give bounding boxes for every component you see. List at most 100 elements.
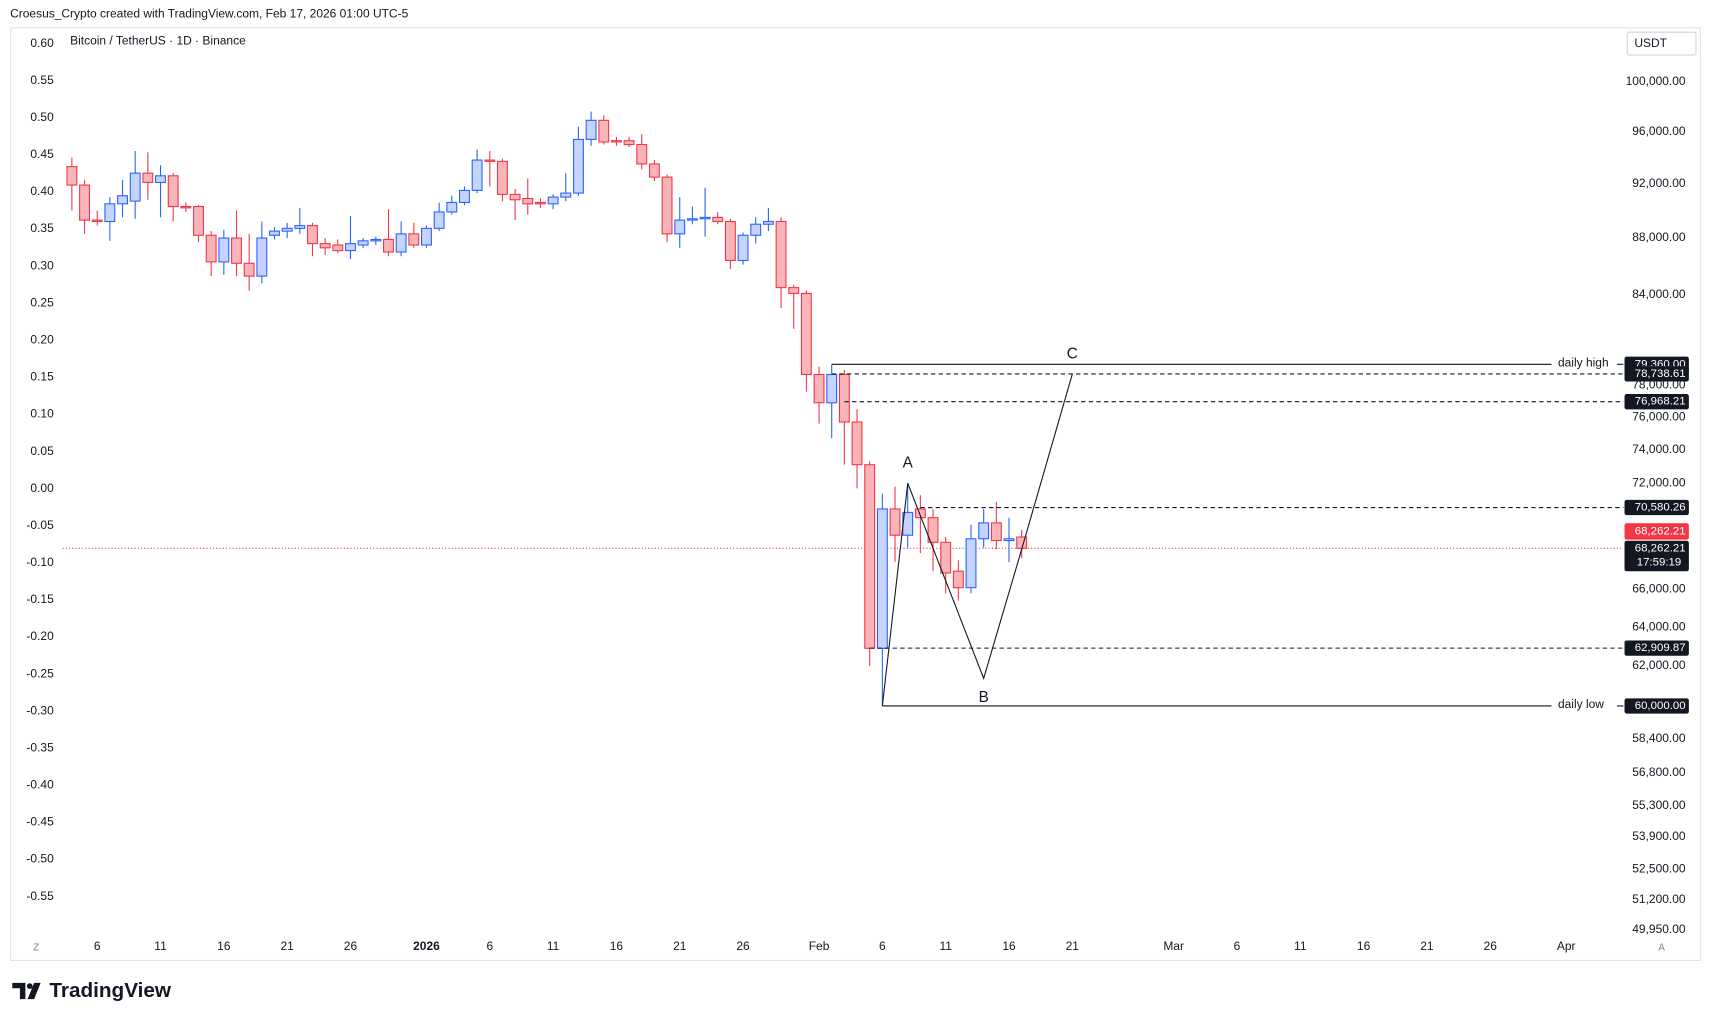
x-tick-label: 21 [1066, 939, 1080, 953]
y2-tick-label: 0.00 [30, 481, 54, 495]
y2-tick-label: 0.30 [30, 258, 54, 272]
y2-tick-label: 0.10 [30, 407, 54, 421]
y-tick-label: 92,000.00 [1632, 176, 1686, 190]
candle-body [661, 176, 673, 235]
x-tick-label: 16 [610, 939, 624, 953]
candle-body [496, 160, 508, 195]
level-text: daily high [1558, 355, 1609, 369]
candle-body [522, 197, 534, 205]
candle-body [421, 227, 432, 246]
candle-body [459, 189, 470, 204]
candle-body [737, 234, 749, 262]
y2-tick-label: -0.15 [26, 592, 54, 606]
currency-button[interactable] [1626, 31, 1697, 56]
wave-path [881, 373, 1073, 707]
candle-body [509, 193, 521, 201]
x-tick-label: 6 [879, 939, 886, 953]
y2-tick-label: -0.50 [26, 852, 54, 866]
candle-body [813, 373, 825, 404]
wave-label: C [1067, 345, 1078, 362]
x-tick-label: 21 [673, 939, 687, 953]
candle-body [864, 464, 876, 649]
y2-tick-label: 0.50 [30, 110, 54, 124]
x-tick-label: 11 [154, 939, 167, 953]
candle-body [205, 234, 217, 263]
candle-body [788, 287, 800, 294]
price-label-box [1624, 640, 1689, 656]
scale-button[interactable]: Z [33, 943, 39, 954]
y-tick-label: 55,300.00 [1632, 798, 1686, 812]
candle-body [990, 522, 1002, 542]
scale-button[interactable]: A [1658, 943, 1665, 954]
candle-body [585, 119, 597, 140]
x-tick-label: 11 [1294, 939, 1307, 953]
candle-body [978, 522, 990, 540]
price-label: 70,580.26 [1635, 502, 1686, 514]
chart-title: Bitcoin / TetherUS · 1D · Binance [70, 34, 246, 48]
candle-body [167, 175, 179, 208]
x-tick-label: Feb [809, 939, 830, 953]
y-tick-label: 62,000.00 [1632, 658, 1686, 672]
y-tick-label: 52,500.00 [1632, 861, 1686, 875]
y2-tick-label: -0.45 [26, 815, 54, 829]
y-tick-label: 58,400.00 [1632, 731, 1686, 745]
candle-body [838, 373, 850, 423]
y-tick-label: 64,000.00 [1632, 619, 1686, 633]
candle-body [294, 225, 306, 229]
price-label-box [1624, 394, 1689, 410]
y-tick-label: 74,000.00 [1632, 442, 1686, 456]
candle-body [117, 195, 128, 205]
y2-tick-label: -0.05 [26, 518, 54, 532]
candle-body [965, 538, 977, 589]
x-tick-label: 21 [280, 939, 294, 953]
candle-body [91, 219, 103, 223]
symbol-price-label: 68,262.21 [1635, 525, 1686, 537]
x-tick-label: 11 [547, 939, 560, 953]
candle-body [1003, 538, 1015, 542]
candle-body [775, 220, 787, 289]
y-tick-label: 51,200.00 [1632, 892, 1686, 906]
candle-body [357, 240, 369, 246]
x-tick-label: 6 [1234, 939, 1241, 953]
candle-body [319, 243, 331, 249]
x-tick-label: 26 [736, 939, 750, 953]
y-tick-label: 49,950.00 [1632, 922, 1686, 936]
y-tick-label: 56,800.00 [1632, 765, 1686, 779]
candle-body [345, 243, 356, 252]
y-tick-label: 88,000.00 [1632, 230, 1686, 244]
candle-body [699, 216, 711, 220]
currency-label[interactable]: USDT [1634, 36, 1667, 50]
candle-body [142, 172, 154, 183]
candle-body [674, 219, 686, 235]
candle-body [218, 237, 230, 263]
x-tick-label: 16 [1357, 939, 1371, 953]
candle-body [193, 205, 204, 236]
candle-body [79, 184, 90, 221]
candle-body [876, 508, 888, 649]
price-label-box [1624, 366, 1689, 382]
x-tick-label: 21 [1420, 939, 1434, 953]
y2-tick-label: 0.55 [30, 73, 54, 87]
candle-body [281, 227, 293, 232]
candle-body [648, 163, 660, 178]
price-label-box [1624, 499, 1689, 516]
y2-tick-label: -0.20 [26, 629, 54, 643]
candle-body [750, 223, 762, 236]
candle-body [471, 159, 483, 191]
x-tick-label: Mar [1163, 939, 1184, 953]
candle-body [851, 421, 863, 466]
y2-tick-label: -0.30 [26, 703, 54, 717]
price-label-box [1624, 698, 1689, 714]
candle-body [433, 211, 445, 229]
y2-tick-label: -0.35 [26, 740, 54, 754]
price-label: 62,909.87 [1635, 642, 1686, 654]
y2-tick-label: -0.25 [26, 666, 54, 680]
x-tick-label: 11 [939, 939, 952, 953]
candle-body [623, 140, 635, 146]
candle-body [383, 238, 394, 253]
candle-body [256, 237, 268, 277]
y-tick-label: 53,900.00 [1632, 829, 1686, 843]
y2-tick-label: 0.25 [30, 295, 54, 309]
